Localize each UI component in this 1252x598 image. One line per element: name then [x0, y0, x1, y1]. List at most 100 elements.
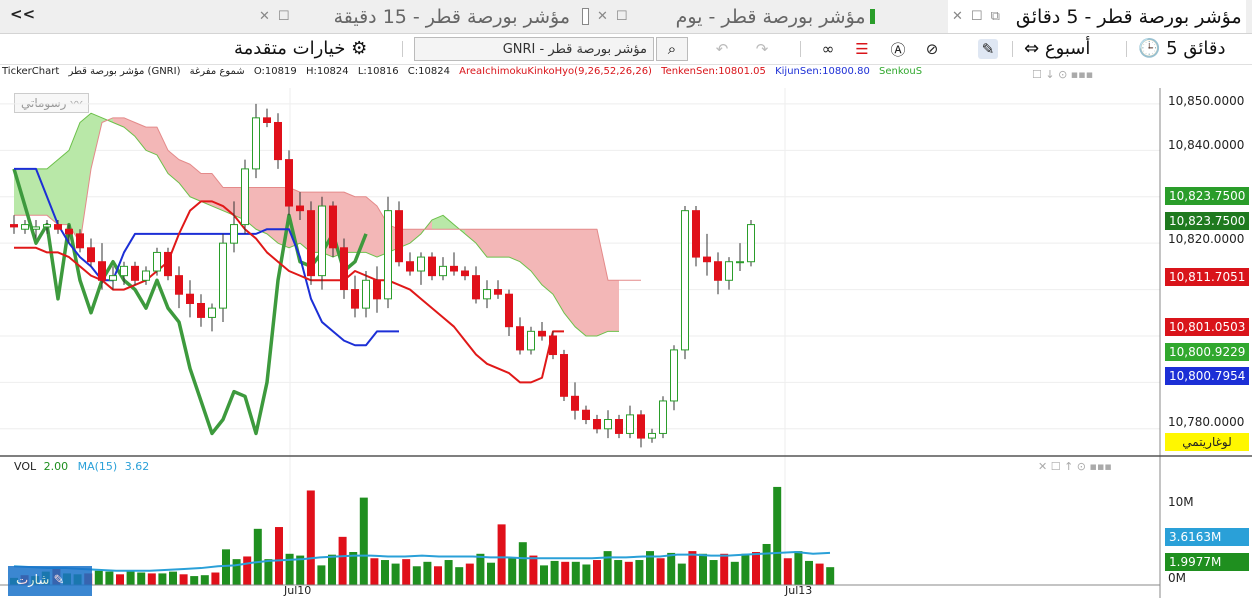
bearish-candle [428, 256, 436, 277]
bullish-cloud-segment [91, 113, 102, 169]
volume-bar [730, 561, 739, 585]
high-value: H:10824 [305, 66, 349, 77]
price-tick: 10,820.0000 [1168, 232, 1245, 246]
candlesticks [10, 103, 755, 448]
bearish-candle [516, 326, 524, 351]
maximize-icon[interactable]: ☐ [277, 9, 290, 24]
close-icon[interactable]: ✕ [952, 9, 963, 24]
bearish-candle [296, 205, 304, 212]
volume-panel-controls[interactable]: ✕ ☐ ↑ ⊙ ▪▪▪ [1038, 460, 1112, 473]
senkou-b-tag: 10,811.7051 [1165, 268, 1249, 286]
price-levels-icon[interactable]: ☰ [855, 40, 869, 58]
toolbar-divider [1126, 41, 1127, 57]
interval-selector[interactable]: 🕒 5 دقائق [1138, 38, 1225, 60]
close-icon[interactable]: ✕ [259, 9, 270, 24]
bearish-candle [395, 210, 403, 263]
bullish-candle [626, 414, 634, 434]
bearish-cloud-segment [608, 280, 619, 332]
bearish-cloud-segment [509, 229, 520, 262]
symbol-search-input[interactable]: GNRI - مؤشر بورصة قطر [414, 37, 654, 61]
expand-panel-icon[interactable]: << [10, 5, 36, 23]
bearish-candle [461, 270, 469, 277]
bearish-cloud-segment [146, 127, 157, 155]
volume-bar [656, 558, 665, 585]
senkou-value: SenkouS [879, 66, 923, 77]
bearish-candle [692, 210, 700, 258]
tenkan-tag: 10,801.0503 [1165, 318, 1249, 336]
volume-bar [826, 567, 835, 585]
volume-info: VOL 2.00 MA(15) 3.62 [14, 460, 149, 473]
search-button[interactable]: ⌕ [656, 37, 688, 61]
undock-icon[interactable]: ⧉ [990, 9, 1000, 24]
period-selector[interactable]: ⇔ أسبوع [1024, 38, 1090, 60]
volume-bar [815, 563, 824, 585]
volume-bar [94, 570, 103, 585]
last-price-tag: 10,823.7500 [1165, 187, 1249, 205]
price-tick: 10,780.0000 [1168, 415, 1245, 429]
tab-daily[interactable]: ✕ ☐ مؤشر بورصة قطر - يوم [578, 0, 879, 33]
maximize-icon[interactable]: ☐ [970, 9, 983, 24]
senkou-span-b-line [14, 117, 641, 281]
bullish-candle [142, 270, 150, 281]
logo-text: شارت [16, 573, 50, 588]
kijun-sen-line [14, 167, 399, 347]
bearish-candle [65, 228, 73, 235]
volume-bar [709, 560, 718, 585]
bearish-candle [340, 247, 348, 291]
bullish-candle [747, 224, 755, 263]
alert-icon[interactable]: Ⓐ [890, 40, 906, 59]
volume-bar [741, 553, 750, 585]
bearish-cloud-segment [410, 229, 421, 244]
brand-name: TickerChart [2, 66, 60, 77]
bearish-cloud-segment [531, 229, 542, 285]
interval-label: 5 دقائق [1166, 38, 1226, 59]
tab-5-minutes[interactable]: ✕ ☐ ⧉ مؤشر بورصة قطر - 5 دقائق [948, 0, 1246, 33]
my-drawings-button[interactable]: رسوماتي 〰 [14, 93, 90, 113]
volume-bar [603, 551, 612, 585]
tab-15-minutes[interactable]: ✕ ☐ مؤشر بورصة قطر - 15 دقيقة [255, 0, 570, 33]
drawing-tool-icon[interactable]: ✎ [978, 39, 998, 59]
volume-bar [571, 561, 580, 585]
bearish-candle [549, 335, 557, 356]
bullish-candle [736, 261, 744, 264]
bullish-candle [109, 275, 117, 281]
bearish-cloud-segment [476, 229, 487, 258]
bearish-candle [10, 224, 18, 228]
volume-bar [805, 560, 813, 585]
volume-bar [116, 574, 124, 585]
bullish-candle [208, 307, 216, 318]
bearish-candle [494, 289, 502, 295]
bearish-candle [450, 265, 458, 272]
undo-icon[interactable]: ↶ [715, 40, 729, 58]
bullish-candle [241, 168, 249, 226]
bearish-cloud-segment [366, 196, 377, 258]
volume-bar [328, 554, 336, 585]
bearish-candle [87, 247, 95, 263]
volume-bar [317, 565, 326, 585]
tab-bar: << ✕ ☐ مؤشر بورصة قطر - 15 دقيقة ✕ ☐ مؤش… [0, 0, 1252, 34]
open-value: O:10819 [253, 66, 297, 77]
advanced-options-button[interactable]: خيارات متقدمة ⚙ [234, 38, 367, 60]
redo-icon[interactable]: ↷ [755, 40, 769, 58]
close-icon[interactable]: ✕ [597, 9, 608, 24]
bullish-candle [362, 279, 370, 309]
bearish-cloud-segment [542, 229, 553, 295]
tenkan-sen-line [14, 200, 564, 384]
indicator-icon[interactable]: ⊘ [925, 40, 939, 58]
time-tick: Jul13 [785, 584, 813, 597]
volume-ma-line [13, 551, 831, 572]
bullish-candle [604, 419, 612, 430]
bullish-candle [648, 432, 656, 439]
compare-icon[interactable]: ∞ [821, 40, 835, 58]
maximize-icon[interactable]: ☐ [615, 9, 628, 24]
price-panel-controls[interactable]: ☐ ↓ ⊙ ▪▪▪ [1032, 68, 1094, 81]
bullish-cloud-segment [69, 122, 80, 244]
volume-bar [211, 572, 220, 585]
range-arrows-icon: ⇔ [1024, 38, 1040, 59]
volume-bar [126, 570, 135, 585]
log-scale-toggle[interactable]: لوغاريتمي [1165, 433, 1249, 451]
bearish-cloud-segment [465, 229, 476, 244]
volume-bar [423, 561, 432, 585]
bearish-candle [406, 261, 414, 272]
